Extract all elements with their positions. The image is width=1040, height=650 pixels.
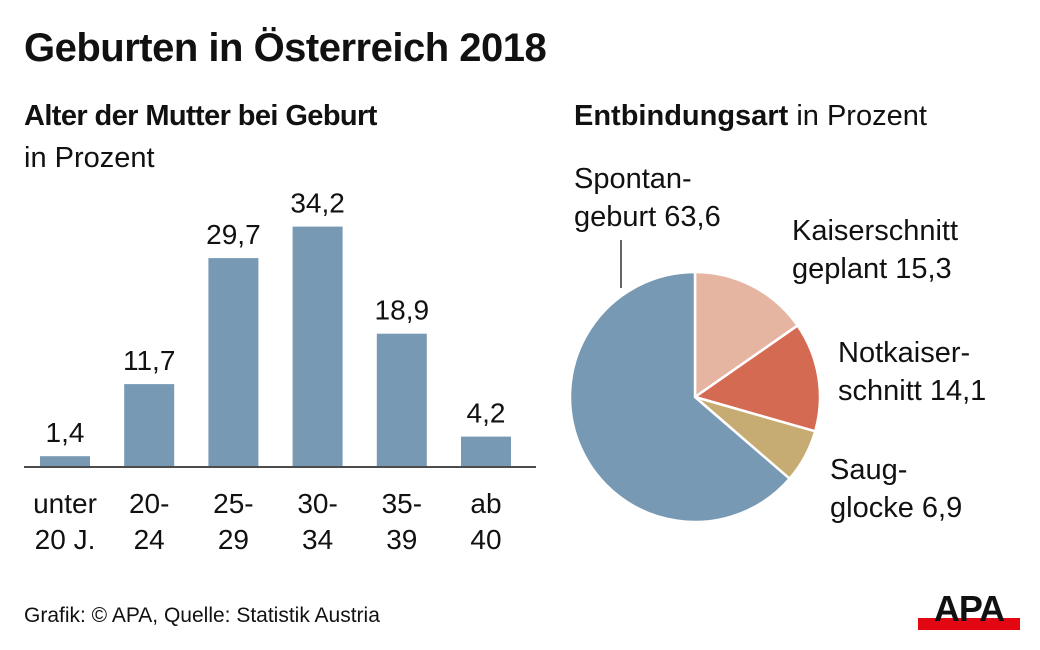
bar bbox=[292, 226, 343, 466]
pie-label: geplant 15,3 bbox=[792, 253, 952, 285]
x-tick-label: 30- bbox=[297, 488, 337, 519]
bar-value-label: 11,7 bbox=[123, 345, 175, 376]
x-tick-label: 40 bbox=[470, 524, 501, 555]
pie-chart-subtitle: in Prozent bbox=[796, 100, 927, 132]
pie-chart-title: Entbindungsart in Prozent bbox=[574, 100, 927, 133]
bar-value-label: 29,7 bbox=[206, 219, 261, 250]
x-tick-label: 24 bbox=[134, 524, 165, 555]
logo-text: APA bbox=[934, 590, 1005, 629]
chart-title: Geburten in Österreich 2018 bbox=[24, 26, 547, 70]
pie-label: Kaiserschnitt bbox=[792, 215, 958, 247]
x-tick-label: ab bbox=[470, 488, 501, 519]
bar-value-label: 4,2 bbox=[467, 398, 506, 429]
x-tick-label: unter bbox=[33, 488, 97, 519]
pie-chart-title-bold: Entbindungsart bbox=[574, 100, 789, 132]
bar bbox=[376, 333, 427, 466]
apa-logo: APA bbox=[918, 590, 1020, 630]
bar bbox=[124, 384, 175, 466]
x-tick-label: 34 bbox=[302, 524, 333, 555]
bar-chart-subtitle: in Prozent bbox=[24, 142, 155, 174]
pie-chart: Kaiserschnitt geplant 15,3 Notkaiser-schni… bbox=[568, 163, 986, 524]
x-tick-label: 29 bbox=[218, 524, 249, 555]
bar bbox=[40, 456, 90, 466]
pie-label: geburt 63,6 bbox=[574, 201, 721, 233]
x-tick-label: 35- bbox=[382, 488, 422, 519]
bar bbox=[461, 436, 511, 466]
bar-group bbox=[40, 226, 511, 466]
logo-red-bar bbox=[918, 618, 1020, 630]
bar-value-label: 34,2 bbox=[290, 188, 345, 219]
pie-labels: Kaiserschnitt geplant 15,3 Notkaiser-schni… bbox=[574, 163, 986, 524]
pie-label: Saug- bbox=[830, 454, 907, 486]
bar-value-label: 18,9 bbox=[375, 295, 430, 326]
bar-chart: 1,4 unter 20 J. 11,7 20- 24 29,7 25- 29 34,2 30- 34… bbox=[24, 188, 536, 555]
x-tick-label: 20- bbox=[129, 488, 169, 519]
pie-label: Notkaiser- bbox=[838, 337, 970, 369]
pie-slice bbox=[568, 270, 792, 524]
bar bbox=[208, 258, 259, 466]
bar-value-label: 1,4 bbox=[46, 417, 85, 448]
pie-slice bbox=[693, 270, 800, 400]
pie-label: Spontan- bbox=[574, 163, 692, 195]
x-tick-label: 20 J. bbox=[35, 524, 96, 555]
x-tick-label: 39 bbox=[386, 524, 417, 555]
source-note: Grafik: © APA, Quelle: Statistik Austria bbox=[24, 604, 380, 627]
pie-label: schnitt 14,1 bbox=[838, 375, 986, 407]
x-tick-label: 25- bbox=[213, 488, 253, 519]
pie-slices bbox=[568, 270, 822, 524]
bar-chart-title: Alter der Mutter bei Geburt bbox=[24, 100, 377, 132]
pie-label: glocke 6,9 bbox=[830, 492, 962, 524]
